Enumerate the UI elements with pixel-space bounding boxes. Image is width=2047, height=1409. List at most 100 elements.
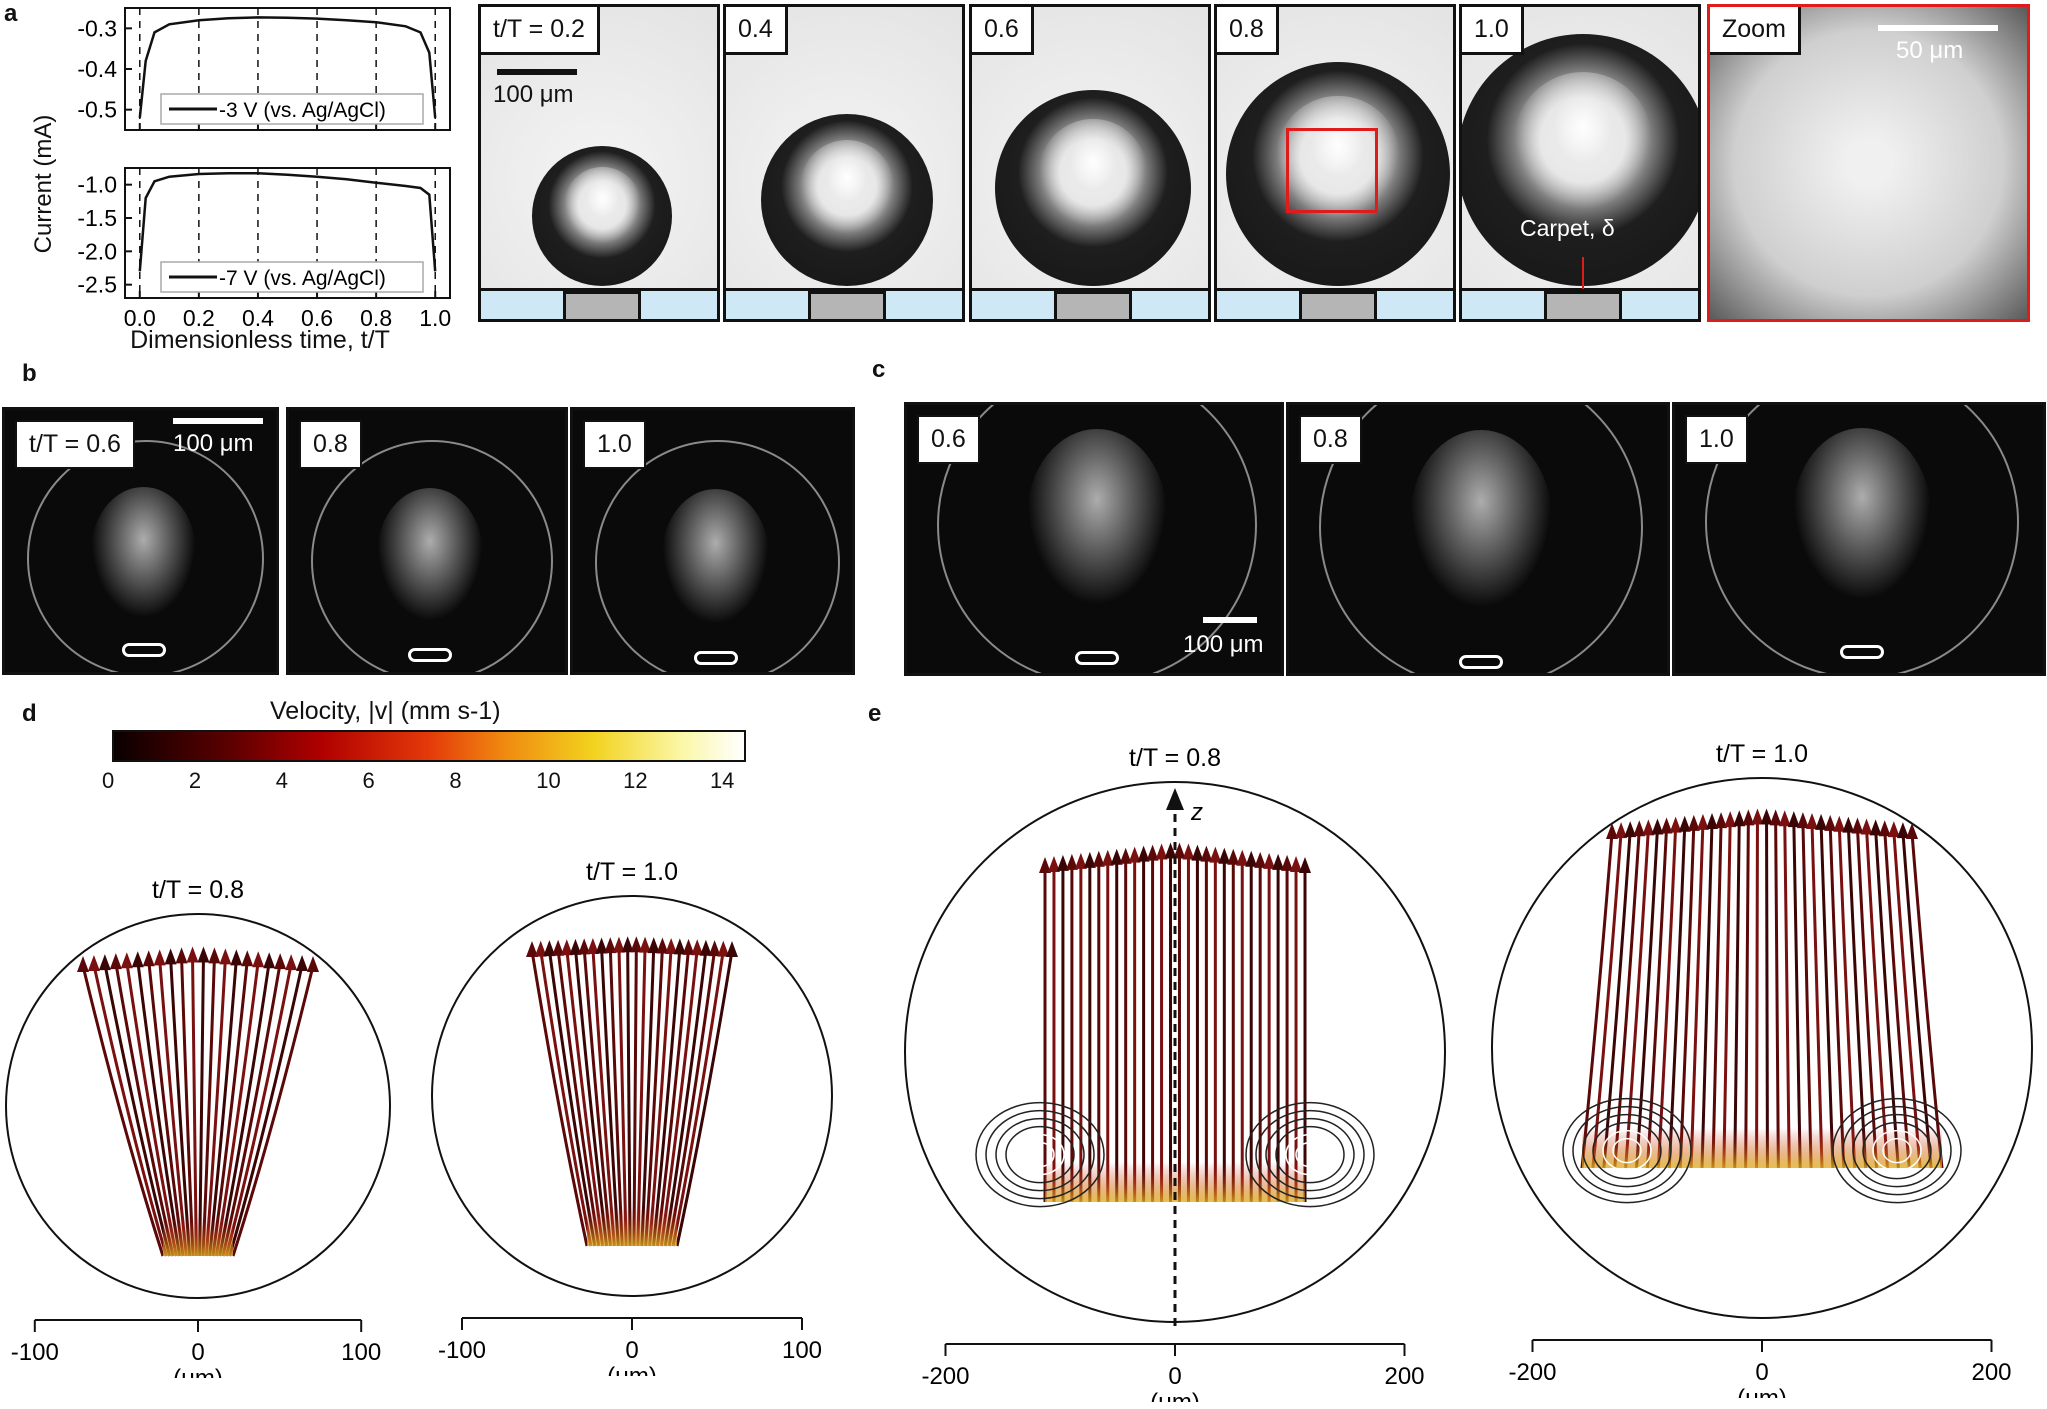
streamline — [1744, 819, 1750, 1169]
velocity-arrow — [87, 955, 100, 972]
velocity-arrow — [1164, 842, 1177, 859]
streamline-plot: t/T = 1.0 -200 0 200 (μm) — [1491, 740, 2033, 1398]
frame-label: 0.6 — [917, 415, 980, 464]
velocity-arrow — [673, 938, 686, 955]
x-tick-label: 0.4 — [242, 305, 274, 331]
frame-label: 0.6 — [972, 7, 1034, 55]
velocity-arrow — [1833, 815, 1846, 832]
velocity-arrow — [578, 938, 591, 955]
velocity-arrow — [241, 950, 254, 967]
velocity-arrow — [1733, 810, 1746, 827]
streamline — [1874, 829, 1900, 1169]
velocity-arrow — [77, 956, 89, 972]
velocity-arrow — [1236, 849, 1249, 866]
velocity-arrow — [208, 947, 221, 964]
x-tick-label: -100 — [438, 1337, 486, 1364]
plot-title: t/T = 0.8 — [152, 876, 244, 904]
streamline — [1774, 819, 1780, 1169]
velocity-arrow — [1110, 848, 1123, 865]
electrode — [808, 291, 886, 319]
streamline — [1667, 825, 1687, 1169]
x-tick-label: -200 — [1508, 1359, 1556, 1386]
bubble-outline — [431, 895, 833, 1297]
streamline — [1733, 820, 1741, 1169]
velocity-arrow — [630, 936, 643, 953]
velocity-arrow — [142, 950, 155, 967]
electrode — [1544, 291, 1622, 319]
vortex-loop — [1582, 1113, 1672, 1188]
bubble-frame: t/T = 0.2 100 μm — [478, 4, 720, 322]
velocity-arrow — [1128, 846, 1141, 863]
piv-frame: 0.8 — [1286, 402, 1670, 676]
bubble-frame: 1.0 Carpet, δ — [1459, 4, 1701, 322]
velocity-arrow — [691, 939, 704, 956]
streamline — [1700, 822, 1714, 1169]
velocity-arrow — [1155, 843, 1168, 860]
velocity-arrow — [1209, 846, 1222, 863]
z-axis-label: z — [1190, 799, 1203, 826]
velocity-arrow — [717, 940, 730, 957]
velocity-arrow — [296, 955, 309, 972]
scale-bar — [497, 69, 577, 75]
velocity-arrow — [647, 937, 660, 954]
frame-label: 0.8 — [1299, 415, 1362, 464]
velocity-arrow — [1660, 817, 1673, 834]
velocity-arrow — [552, 939, 565, 956]
velocity-arrow — [726, 941, 738, 957]
velocity-arrow — [595, 937, 608, 954]
velocity-arrow — [98, 954, 111, 971]
streamline — [103, 963, 172, 1257]
colorbar-tick-label: 6 — [362, 768, 375, 793]
vortex-loop — [1882, 1137, 1912, 1164]
velocity-arrow — [1869, 819, 1882, 836]
velocity-arrow — [1906, 823, 1918, 839]
colorbar-tick-label: 14 — [709, 768, 735, 793]
velocity-arrow — [1065, 853, 1078, 870]
colorbar-tick-label: 8 — [449, 768, 462, 793]
panel-letter-d: d — [22, 700, 37, 727]
vortex-loop — [1255, 1109, 1365, 1200]
velocity-arrow — [219, 948, 232, 965]
velocity-arrow — [1678, 815, 1691, 832]
velocity-arrow — [1299, 857, 1311, 873]
velocity-arrow — [586, 937, 599, 954]
vortex-loop — [1612, 1137, 1642, 1164]
bubble-core — [563, 167, 641, 244]
vortex-loop — [975, 1101, 1105, 1208]
velocity-arrow — [109, 953, 122, 970]
jet-streaks — [91, 487, 196, 618]
frame-label: t/T = 0.6 — [15, 420, 135, 469]
jet-streaks — [661, 489, 770, 624]
bubble-neck — [1840, 645, 1884, 659]
panel-letter-c: c — [872, 356, 886, 383]
velocity-arrow — [186, 946, 199, 963]
plot-title: t/T = 0.8 — [1129, 744, 1221, 772]
streamline — [530, 950, 589, 1247]
colorbar-tick-label: 4 — [275, 768, 288, 793]
bubble-core — [799, 139, 895, 235]
scale-bar-label: 100 μm — [1183, 631, 1264, 658]
velocity-arrow — [1815, 813, 1828, 830]
vortex-loop — [1015, 1133, 1065, 1176]
piv-frame: 0.8 — [286, 407, 568, 675]
velocity-arrow — [1787, 811, 1800, 828]
streamline — [1722, 821, 1732, 1169]
streamline — [675, 950, 734, 1247]
bubble-neck — [693, 651, 738, 665]
velocity-arrow — [1101, 849, 1114, 866]
velocity-arrow — [1696, 813, 1709, 830]
bubble-frame: 0.6 — [969, 4, 1211, 322]
x-tick-label: 0.2 — [183, 305, 215, 331]
bubble-outline — [1319, 405, 1643, 673]
streamline — [1635, 828, 1659, 1169]
y-tick-label: -2.0 — [77, 238, 117, 264]
velocity-arrow — [1606, 823, 1618, 839]
vortex-loop — [995, 1117, 1085, 1192]
bubble-neck — [1075, 651, 1119, 665]
streamline — [1837, 825, 1857, 1169]
velocity-arrow — [263, 952, 276, 969]
current-chart-7v: -1.0 -1.5 -2.0 -2.5 -7 V (vs. Ag/AgCl) — [77, 167, 451, 299]
velocity-arrow — [534, 940, 547, 957]
x-unit-label: (μm) — [607, 1363, 657, 1376]
velocity-arrow — [1615, 822, 1628, 839]
